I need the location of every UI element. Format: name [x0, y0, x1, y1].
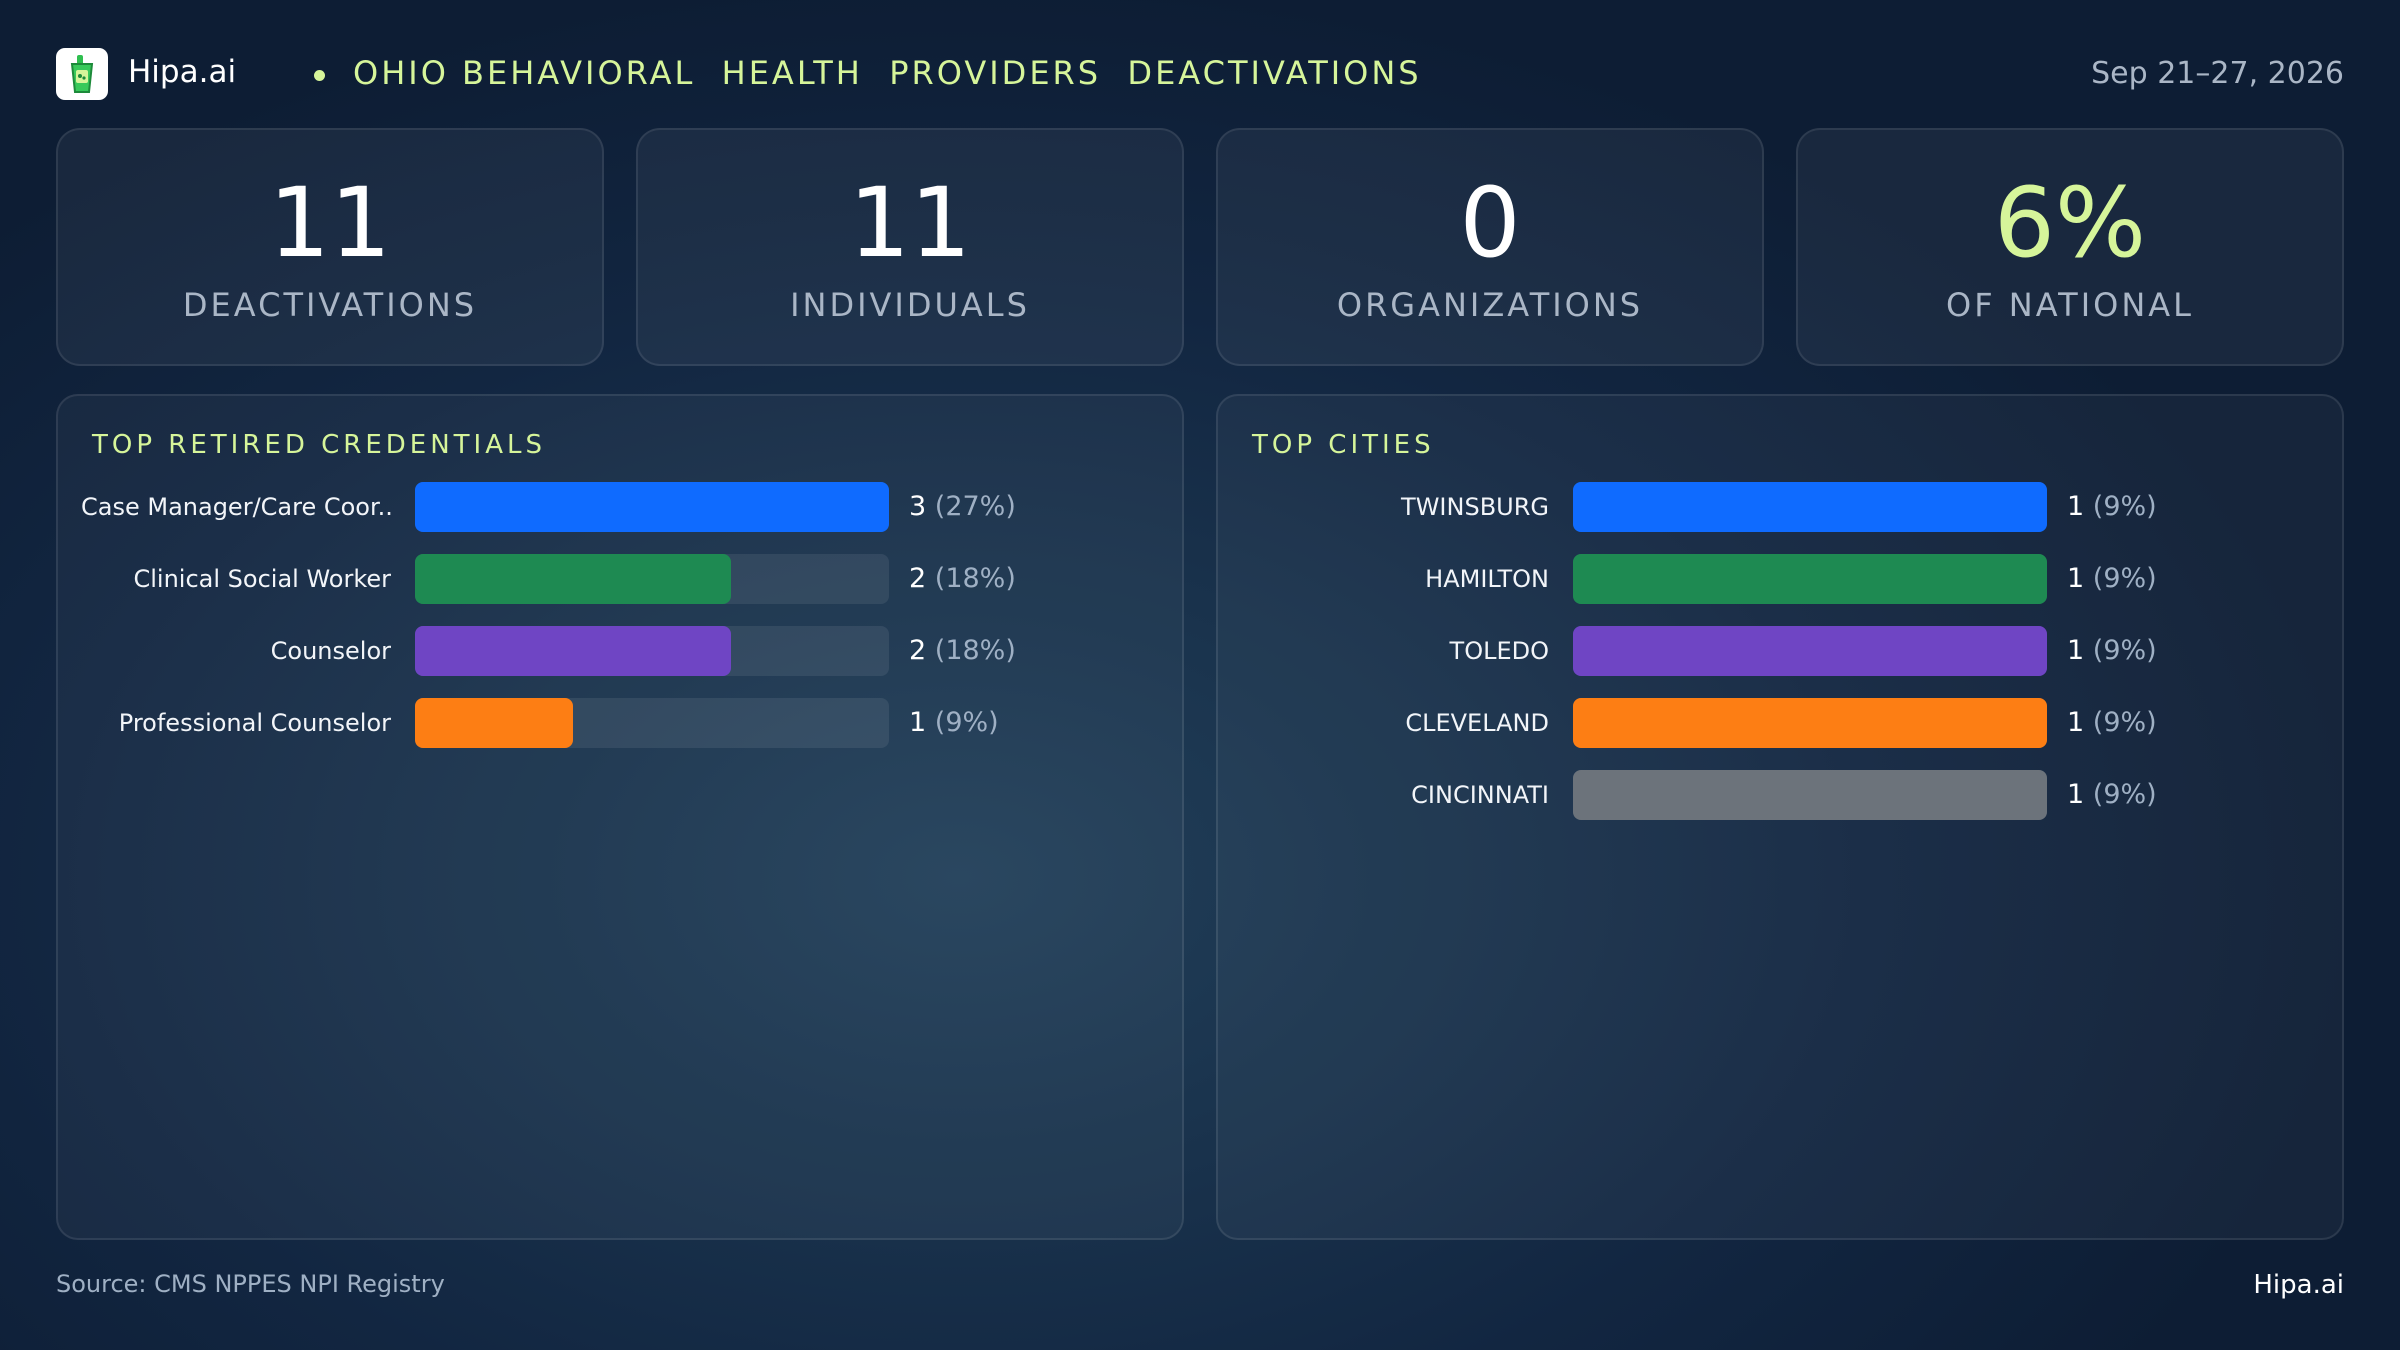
- bar-value-label: 3 (27%): [909, 482, 1016, 532]
- bar-percent: (9%): [2092, 563, 2157, 594]
- bar-track: [415, 698, 889, 748]
- bar: [415, 626, 731, 676]
- bar-value-label: 1 (9%): [909, 698, 999, 748]
- bar-percent: (9%): [934, 707, 999, 738]
- bar: [1573, 770, 2047, 820]
- kpi-row: 11 DEACTIVATIONS 11 INDIVIDUALS 0 ORGANI…: [56, 128, 2344, 366]
- bar: [1573, 698, 2047, 748]
- bar-label: Professional Counselor: [118, 709, 391, 737]
- bar-row: Counselor 2 (18%): [58, 626, 1182, 676]
- bar-count: 1: [2067, 491, 2085, 522]
- logo: [56, 48, 108, 100]
- credentials-panel: TOP RETIRED CREDENTIALS Case Manager/Car…: [56, 394, 1184, 1240]
- bar-track: [1573, 626, 2047, 676]
- bar-value-label: 2 (18%): [909, 554, 1016, 604]
- kpi-value: 0: [1459, 167, 1521, 279]
- bar-track: [415, 626, 889, 676]
- bar: [1573, 626, 2047, 676]
- bar-row: Professional Counselor 1 (9%): [58, 698, 1182, 748]
- bar-value-label: 1 (9%): [2067, 698, 2157, 748]
- cities-panel: TOP CITIES TWINSBURG 1 (9%) HAMILTON 1 (9%)…: [1216, 394, 2344, 1240]
- bar-percent: (9%): [2092, 635, 2157, 666]
- kpi-label: ORGANIZATIONS: [1336, 286, 1644, 324]
- bar-row: Case Manager/Care Coor... 3 (27%): [58, 482, 1182, 532]
- bar: [415, 482, 889, 532]
- kpi-value: 11: [268, 167, 392, 279]
- bar-track: [1573, 482, 2047, 532]
- panel-title: TOP RETIRED CREDENTIALS: [92, 430, 546, 460]
- bar: [415, 698, 573, 748]
- brand-name: Hipa.ai: [128, 54, 237, 90]
- bar-label: CINCINNATI: [1411, 781, 1549, 809]
- bar-percent: (18%): [934, 563, 1016, 594]
- bar-label: Counselor: [270, 637, 391, 665]
- bar-track: [415, 554, 889, 604]
- kpi-label: OF NATIONAL: [1946, 286, 2194, 324]
- bar-row: CLEVELAND 1 (9%): [1218, 698, 2342, 748]
- kpi-card-organizations: 0 ORGANIZATIONS: [1216, 128, 1764, 366]
- bar-row: CINCINNATI 1 (9%): [1218, 770, 2342, 820]
- bar-value-label: 1 (9%): [2067, 770, 2157, 820]
- bar-percent: (18%): [934, 635, 1016, 666]
- bar-percent: (27%): [934, 491, 1016, 522]
- bar-count: 1: [2067, 563, 2085, 594]
- bar-count: 1: [2067, 779, 2085, 810]
- bar-label: TWINSBURG: [1401, 493, 1549, 521]
- bar-count: 2: [909, 635, 927, 666]
- bar: [1573, 554, 2047, 604]
- bar-label: HAMILTON: [1425, 565, 1549, 593]
- bar-count: 3: [909, 491, 927, 522]
- bar: [1573, 482, 2047, 532]
- bar-row: HAMILTON 1 (9%): [1218, 554, 2342, 604]
- bar: [415, 554, 731, 604]
- bar-value-label: 1 (9%): [2067, 626, 2157, 676]
- bar-count: 1: [909, 707, 927, 738]
- cities-bar-chart: TWINSBURG 1 (9%) HAMILTON 1 (9%) TOLEDO 1 (9%…: [1218, 396, 2342, 1238]
- separator-dot: [314, 70, 325, 81]
- bar-row: TOLEDO 1 (9%): [1218, 626, 2342, 676]
- bar-label: CLEVELAND: [1405, 709, 1549, 737]
- bar-track: [1573, 770, 2047, 820]
- bar-row: TWINSBURG 1 (9%): [1218, 482, 2342, 532]
- bar-value-label: 1 (9%): [2067, 482, 2157, 532]
- kpi-label: DEACTIVATIONS: [182, 286, 478, 324]
- bar-percent: (9%): [2092, 491, 2157, 522]
- kpi-value: 6%: [1993, 167, 2147, 279]
- bar-label: TOLEDO: [1449, 637, 1549, 665]
- bar-track: [1573, 698, 2047, 748]
- source-note: Source: CMS NPPES NPI Registry: [56, 1270, 445, 1298]
- kpi-card-deactivations: 11 DEACTIVATIONS: [56, 128, 604, 366]
- kpi-card-national-share: 6% OF NATIONAL: [1796, 128, 2344, 366]
- footer-brand: Hipa.ai: [2253, 1270, 2344, 1300]
- bar-count: 1: [2067, 635, 2085, 666]
- bar-value-label: 2 (18%): [909, 626, 1016, 676]
- bar-track: [415, 482, 889, 532]
- kpi-label: INDIVIDUALS: [790, 286, 1030, 324]
- header: Hipa.ai OHIO BEHAVIORAL HEALTH PROVIDERS…: [56, 46, 2344, 102]
- bar-percent: (9%): [2092, 779, 2157, 810]
- bar-value-label: 1 (9%): [2067, 554, 2157, 604]
- bar-count: 2: [909, 563, 927, 594]
- drink-cup-icon: [70, 55, 94, 93]
- bar-track: [1573, 554, 2047, 604]
- bar-label: Case Manager/Care Coor...: [81, 493, 391, 521]
- page-title: OHIO BEHAVIORAL HEALTH PROVIDERS DEACTIV…: [353, 54, 1422, 92]
- credentials-bar-chart: Case Manager/Care Coor... 3 (27%) Clinical…: [58, 396, 1182, 1238]
- date-range: Sep 21–27, 2026: [2091, 56, 2344, 91]
- bar-label: Clinical Social Worker: [133, 565, 391, 593]
- kpi-value: 11: [848, 167, 972, 279]
- kpi-card-individuals: 11 INDIVIDUALS: [636, 128, 1184, 366]
- bar-row: Clinical Social Worker 2 (18%): [58, 554, 1182, 604]
- bar-count: 1: [2067, 707, 2085, 738]
- panel-title: TOP CITIES: [1252, 430, 1435, 460]
- bar-percent: (9%): [2092, 707, 2157, 738]
